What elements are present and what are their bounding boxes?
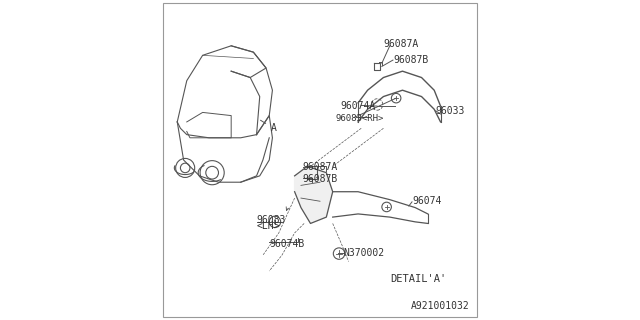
Text: 96087B: 96087B — [393, 55, 428, 65]
Polygon shape — [294, 166, 333, 223]
Text: A921001032: A921001032 — [410, 301, 469, 311]
Text: 96087B: 96087B — [303, 174, 338, 184]
Text: 96083: 96083 — [257, 215, 286, 225]
Text: 96074B: 96074B — [269, 239, 305, 249]
Text: 96087A: 96087A — [303, 162, 338, 172]
Text: N370002: N370002 — [344, 248, 385, 258]
Text: DETAIL'A': DETAIL'A' — [390, 274, 446, 284]
Text: <LH>: <LH> — [257, 221, 280, 231]
Text: 96074A: 96074A — [340, 101, 376, 111]
Text: 96074: 96074 — [412, 196, 442, 206]
Text: 96087A: 96087A — [383, 39, 419, 49]
Text: 96083<RH>: 96083<RH> — [336, 114, 384, 123]
Text: 96033: 96033 — [436, 106, 465, 116]
Text: A: A — [260, 120, 276, 133]
